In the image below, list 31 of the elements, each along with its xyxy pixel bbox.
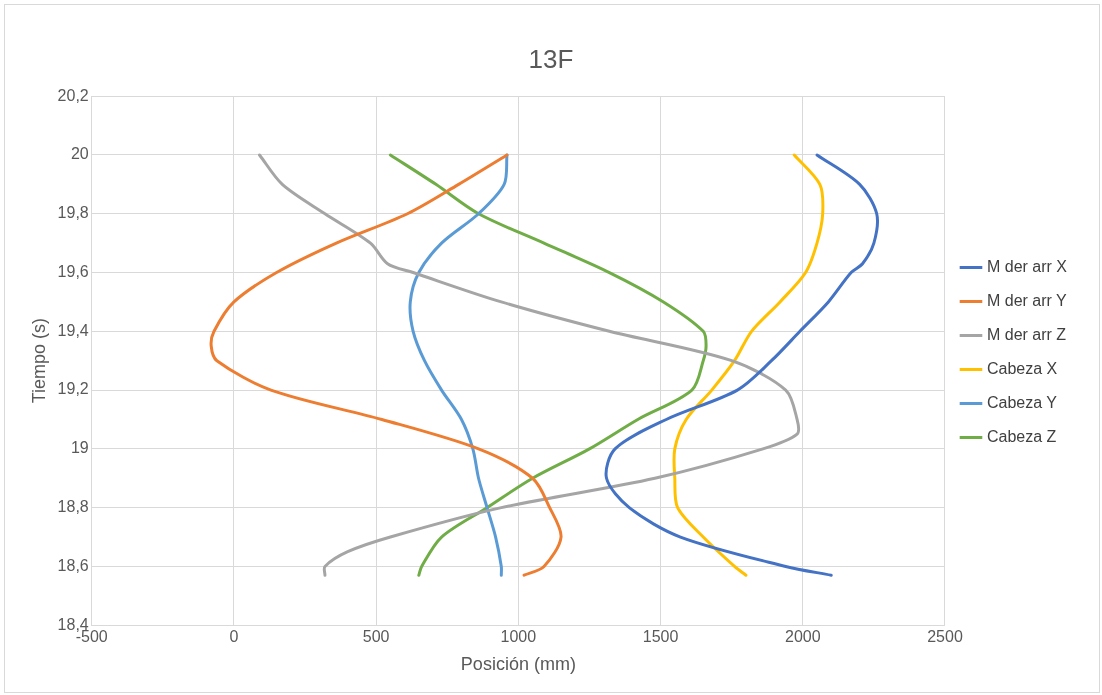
- legend-label: Cabeza Z: [986, 427, 1057, 445]
- x-tick-label: 1000: [500, 628, 537, 646]
- y-tick-label: 20,2: [57, 86, 89, 104]
- y-tick-label: 18,4: [57, 615, 89, 633]
- legend-label: M der arr X: [986, 257, 1068, 275]
- x-tick-label: 2500: [927, 628, 963, 646]
- chart-title: 13F: [528, 43, 574, 74]
- y-tick-label: 20: [70, 145, 89, 163]
- y-tick-label: 18,6: [57, 556, 89, 574]
- line-series: [258, 153, 800, 577]
- line-series: [604, 153, 879, 577]
- line-series: [209, 153, 563, 577]
- legend-label: M der arr Y: [986, 291, 1068, 309]
- x-tick-label: 0: [229, 628, 239, 646]
- legend-label: Cabeza Y: [986, 393, 1058, 411]
- y-tick-label: 19,8: [57, 204, 89, 222]
- x-tick-label: 500: [362, 628, 390, 646]
- line-series: [672, 153, 825, 577]
- x-axis-title: Posición (mm): [460, 654, 576, 675]
- legend-label: Cabeza X: [986, 359, 1058, 377]
- y-tick-label: 19: [70, 439, 89, 457]
- x-tick-label: 1500: [642, 628, 679, 646]
- y-axis-title: Tiempo (s): [28, 318, 49, 404]
- line-series: [388, 153, 708, 577]
- x-tick-label: 2000: [784, 628, 821, 646]
- line-series: [408, 153, 509, 577]
- legend-label: M der arr Z: [986, 325, 1067, 343]
- y-tick-label: 19,2: [57, 380, 89, 398]
- y-tick-label: 19,4: [57, 321, 89, 339]
- y-tick-label: 18,8: [57, 498, 89, 516]
- y-tick-label: 19,6: [57, 262, 89, 280]
